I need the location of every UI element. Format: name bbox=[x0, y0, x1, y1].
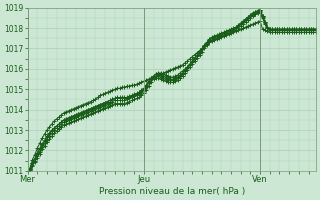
X-axis label: Pression niveau de la mer( hPa ): Pression niveau de la mer( hPa ) bbox=[99, 187, 245, 196]
